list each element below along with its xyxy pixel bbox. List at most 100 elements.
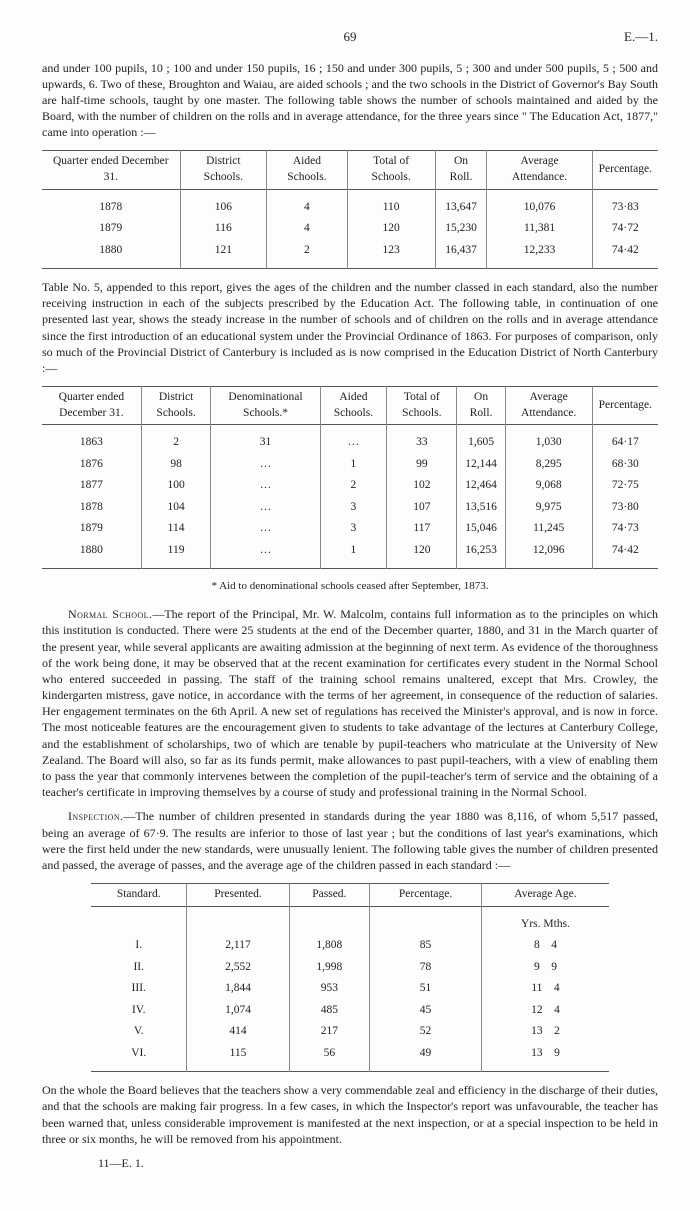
cell: 45 [369,1000,481,1022]
cell: 106 [180,189,267,218]
cell: 1878 [42,497,141,519]
cell: 1,998 [289,957,369,979]
cell: 217 [289,1021,369,1043]
cell: 1,030 [505,425,592,454]
cell: 12,464 [457,475,505,497]
col-header: District Schools. [180,151,267,189]
cell: 1 [320,454,387,476]
table-row: V.4142175213 2 [91,1021,608,1043]
cell: 49 [369,1043,481,1072]
cell: I. [91,935,186,957]
cell: 52 [369,1021,481,1043]
cell: 3 [320,518,387,540]
cell: 74·42 [592,540,658,569]
col-header: On Roll. [435,151,487,189]
page-number: 69 [102,28,598,46]
cell: 11,245 [505,518,592,540]
cell: … [320,425,387,454]
col-header: Quarter ended December 31. [42,387,141,425]
table-row: III.1,8449535111 4 [91,978,608,1000]
table-row: VI.115564913 9 [91,1043,608,1072]
col-header: District Schools. [141,387,211,425]
cell: 51 [369,978,481,1000]
cell: 74·42 [592,240,658,269]
cell: 2 [141,425,211,454]
cell: V. [91,1021,186,1043]
cell: 8 4 [482,935,609,957]
cell: 33 [387,425,457,454]
cell: 117 [387,518,457,540]
table-row: 1879116412015,23011,38174·72 [42,218,658,240]
para-table5: Table No. 5, appended to this report, gi… [42,279,658,376]
cell: 15,046 [457,518,505,540]
cell: 13,647 [435,189,487,218]
cell: 13 2 [482,1021,609,1043]
cell: 1877 [42,475,141,497]
cell: 15,230 [435,218,487,240]
cell: 12,233 [487,240,592,269]
cell: 100 [141,475,211,497]
cell: IV. [91,1000,186,1022]
cell: 1876 [42,454,141,476]
cell: 3 [320,497,387,519]
cell: 2,117 [187,935,290,957]
cell: 11 4 [482,978,609,1000]
table-row: 1879114…311715,04611,24574·73 [42,518,658,540]
cell: 1879 [42,218,180,240]
cell: 72·75 [592,475,658,497]
table-row: 1863231…331,6051,03064·17 [42,425,658,454]
para-inspection: Inspection.—The number of children prese… [42,808,658,873]
table-row: I.2,1171,808858 4 [91,935,608,957]
cell: 8,295 [505,454,592,476]
normal-school-heading: Normal School. [68,607,152,621]
cell: … [211,475,320,497]
col-header: On Roll. [457,387,505,425]
cell: 2 [267,240,348,269]
cell: 953 [289,978,369,1000]
table-row: 187698…19912,1448,29568·30 [42,454,658,476]
cell: … [211,454,320,476]
col-header: Total of Schools. [387,387,457,425]
col-header: Standard. [91,884,186,907]
cell: 114 [141,518,211,540]
cell: 1880 [42,240,180,269]
cell: 102 [387,475,457,497]
cell: 64·17 [592,425,658,454]
page-header: 69 E.—1. [42,28,658,46]
cell: VI. [91,1043,186,1072]
cell: 4 [267,218,348,240]
cell: 85 [369,935,481,957]
cell: 12,096 [505,540,592,569]
cell: 68·30 [592,454,658,476]
cell: 98 [141,454,211,476]
cell: 1 [320,540,387,569]
table-row: 1880119…112016,25312,09674·42 [42,540,658,569]
cell: 121 [180,240,267,269]
table-row: 1880121212316,43712,23374·42 [42,240,658,269]
col-header: Presented. [187,884,290,907]
cell: II. [91,957,186,979]
cell: 31 [211,425,320,454]
normal-school-body: —The report of the Principal, Mr. W. Mal… [42,607,658,799]
col-header: Percentage. [592,387,658,425]
para-conclusion: On the whole the Board believes that the… [42,1082,658,1147]
cell: 1,844 [187,978,290,1000]
cell: 12 4 [482,1000,609,1022]
table2-footnote: * Aid to denominational schools ceased a… [42,579,658,594]
col-header: Average Attendance. [505,387,592,425]
col-header: Average Attendance. [487,151,592,189]
cell: 9,068 [505,475,592,497]
col-header: Total of Schools. [347,151,435,189]
cell: 11,381 [487,218,592,240]
cell: 123 [347,240,435,269]
cell: 13 9 [482,1043,609,1072]
cell: … [211,540,320,569]
cell: 1863 [42,425,141,454]
cell: 120 [347,218,435,240]
sheet-signature: 11—E. 1. [98,1155,658,1171]
col-header: Aided Schools. [320,387,387,425]
cell: 56 [289,1043,369,1072]
cell: 99 [387,454,457,476]
col-header: Percentage. [592,151,658,189]
cell: 1,808 [289,935,369,957]
